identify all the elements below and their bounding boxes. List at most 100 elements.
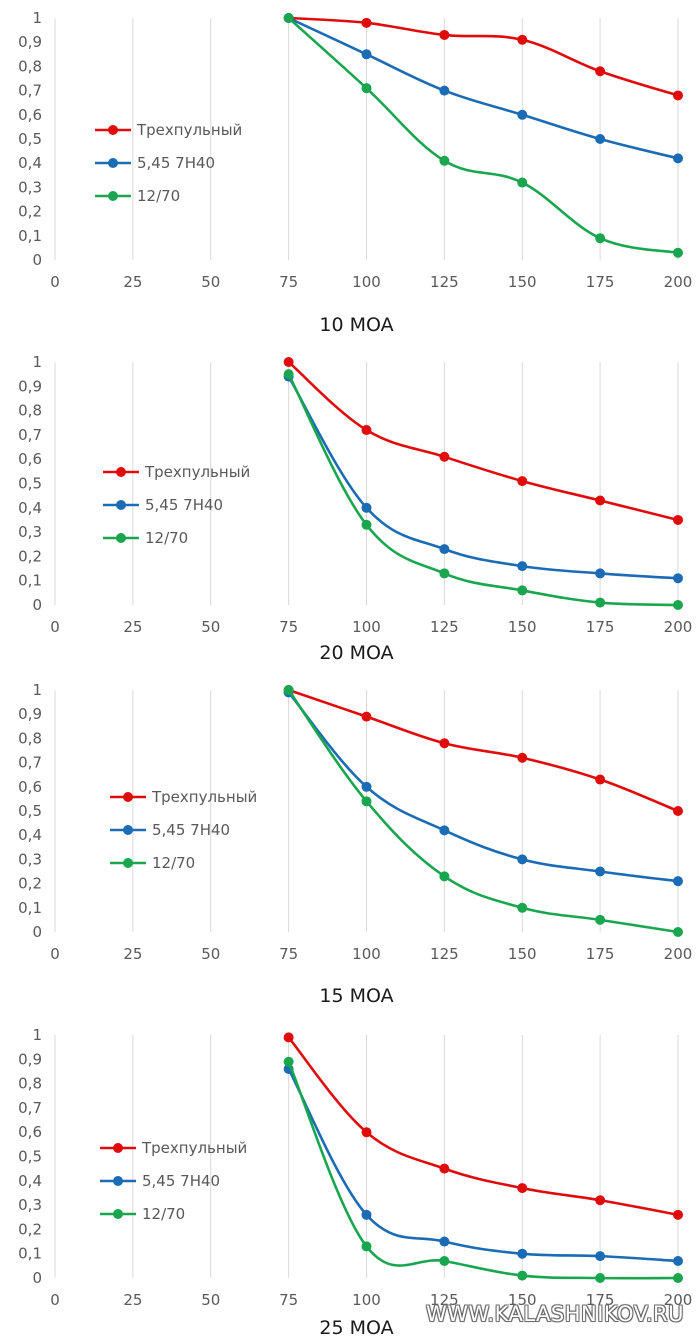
series-line xyxy=(287,1061,679,1280)
legend-marker xyxy=(108,158,118,168)
data-point xyxy=(439,871,450,882)
chart-title: 15 MOA xyxy=(319,985,393,1007)
legend-marker xyxy=(116,533,126,543)
x-tick-label: 150 xyxy=(508,1291,537,1309)
data-point xyxy=(361,425,372,436)
y-tick-label: 0,8 xyxy=(18,1075,42,1093)
data-point xyxy=(361,17,372,28)
x-tick-label: 25 xyxy=(123,1291,142,1309)
y-tick-label: 0,1 xyxy=(18,899,42,917)
chart-panel: 0 25 50 75 100 125 150 175 200 0 0,1 0,2 0,3 0,4 0,5 0,… xyxy=(18,681,692,1007)
x-tick-label: 0 xyxy=(50,945,60,963)
x-tick-label: 125 xyxy=(430,273,459,291)
data-point xyxy=(283,13,294,23)
data-point xyxy=(595,495,606,506)
legend-label: 5,45 7Н40 xyxy=(137,154,215,172)
data-point xyxy=(283,685,294,695)
y-tick-label: 0,1 xyxy=(18,572,42,590)
data-point xyxy=(361,502,372,513)
data-point xyxy=(517,1183,528,1194)
data-point xyxy=(361,83,372,94)
data-point xyxy=(361,1209,372,1220)
data-point xyxy=(439,1163,450,1174)
legend-label: Трехпульный xyxy=(136,121,242,139)
x-tick-label: 100 xyxy=(352,1291,381,1309)
data-point xyxy=(517,585,528,596)
data-point xyxy=(595,1251,606,1262)
series-line xyxy=(287,375,679,580)
data-point xyxy=(361,1241,372,1252)
y-tick-label: 0,9 xyxy=(18,377,42,395)
data-point xyxy=(673,806,683,816)
data-point xyxy=(361,711,372,722)
data-point xyxy=(673,153,683,164)
y-tick-label: 0,5 xyxy=(18,130,42,148)
data-point xyxy=(595,233,606,244)
y-tick-label: 0,4 xyxy=(18,826,42,844)
data-point xyxy=(673,600,683,610)
y-tick-label: 0 xyxy=(32,251,42,269)
y-tick-label: 0,9 xyxy=(18,705,42,723)
y-tick-label: 0,6 xyxy=(18,106,42,124)
data-point xyxy=(673,247,683,258)
data-point xyxy=(673,876,683,887)
data-point xyxy=(595,866,606,877)
legend-label: 5,45 7Н40 xyxy=(145,496,223,514)
x-tick-label: 0 xyxy=(50,273,60,291)
x-tick-label: 175 xyxy=(586,273,615,291)
series-line xyxy=(288,16,679,97)
x-tick-label: 175 xyxy=(586,1291,615,1309)
data-point xyxy=(595,597,606,608)
y-tick-label: 0,7 xyxy=(18,426,42,444)
legend-label: 5,45 7Н40 xyxy=(142,1172,220,1190)
legend-label: Трехпульный xyxy=(141,1139,247,1157)
data-point xyxy=(517,1248,528,1259)
x-tick-label: 200 xyxy=(664,618,693,636)
y-tick-label: 0,4 xyxy=(18,499,42,517)
y-tick-label: 0,6 xyxy=(18,778,42,796)
x-tick-label: 150 xyxy=(508,618,537,636)
x-tick-label: 75 xyxy=(279,1291,298,1309)
x-tick-label: 150 xyxy=(508,945,537,963)
data-point xyxy=(517,177,528,188)
data-point xyxy=(595,1195,606,1206)
data-point xyxy=(439,738,450,749)
x-tick-label: 200 xyxy=(664,273,693,291)
legend-marker xyxy=(116,500,126,510)
y-tick-label: 0,8 xyxy=(18,57,42,75)
y-tick-label: 0,9 xyxy=(18,33,42,51)
y-tick-label: 0,2 xyxy=(18,875,42,893)
legend-label: 12/70 xyxy=(142,1205,185,1223)
data-point xyxy=(439,825,450,836)
y-tick-label: 0,4 xyxy=(18,154,42,172)
chart-panel: 0 25 50 75 100 125 150 175 200 0 0,1 0,2 0,3 0,4 0,5 0,… xyxy=(18,353,692,664)
y-tick-label: 0,7 xyxy=(18,1099,42,1117)
x-tick-label: 125 xyxy=(430,618,459,636)
data-point xyxy=(517,34,528,45)
y-tick-label: 1 xyxy=(32,1026,42,1044)
series-line xyxy=(287,373,679,607)
data-point xyxy=(517,476,528,487)
y-tick-label: 0,7 xyxy=(18,82,42,100)
data-point xyxy=(361,781,372,792)
y-tick-label: 0,8 xyxy=(18,402,42,420)
y-tick-label: 1 xyxy=(32,9,42,27)
y-tick-label: 0 xyxy=(32,596,42,614)
watermark: WWW.KALASHNIKOV.RU xyxy=(426,1302,684,1326)
legend-marker xyxy=(123,825,133,835)
x-tick-label: 100 xyxy=(352,945,381,963)
y-tick-label: 0,2 xyxy=(18,547,42,565)
chart-title: 25 MOA xyxy=(319,1317,393,1339)
legend-label: 12/70 xyxy=(145,529,188,547)
y-tick-label: 0,3 xyxy=(18,178,42,196)
legend-label: 12/70 xyxy=(152,854,195,872)
series-line xyxy=(287,17,679,255)
data-point xyxy=(595,134,606,144)
data-point xyxy=(673,573,683,584)
legend-marker xyxy=(108,191,118,201)
y-tick-label: 0,2 xyxy=(18,203,42,221)
y-tick-label: 0,9 xyxy=(18,1050,42,1068)
data-point xyxy=(673,1273,683,1283)
data-point xyxy=(439,29,450,40)
